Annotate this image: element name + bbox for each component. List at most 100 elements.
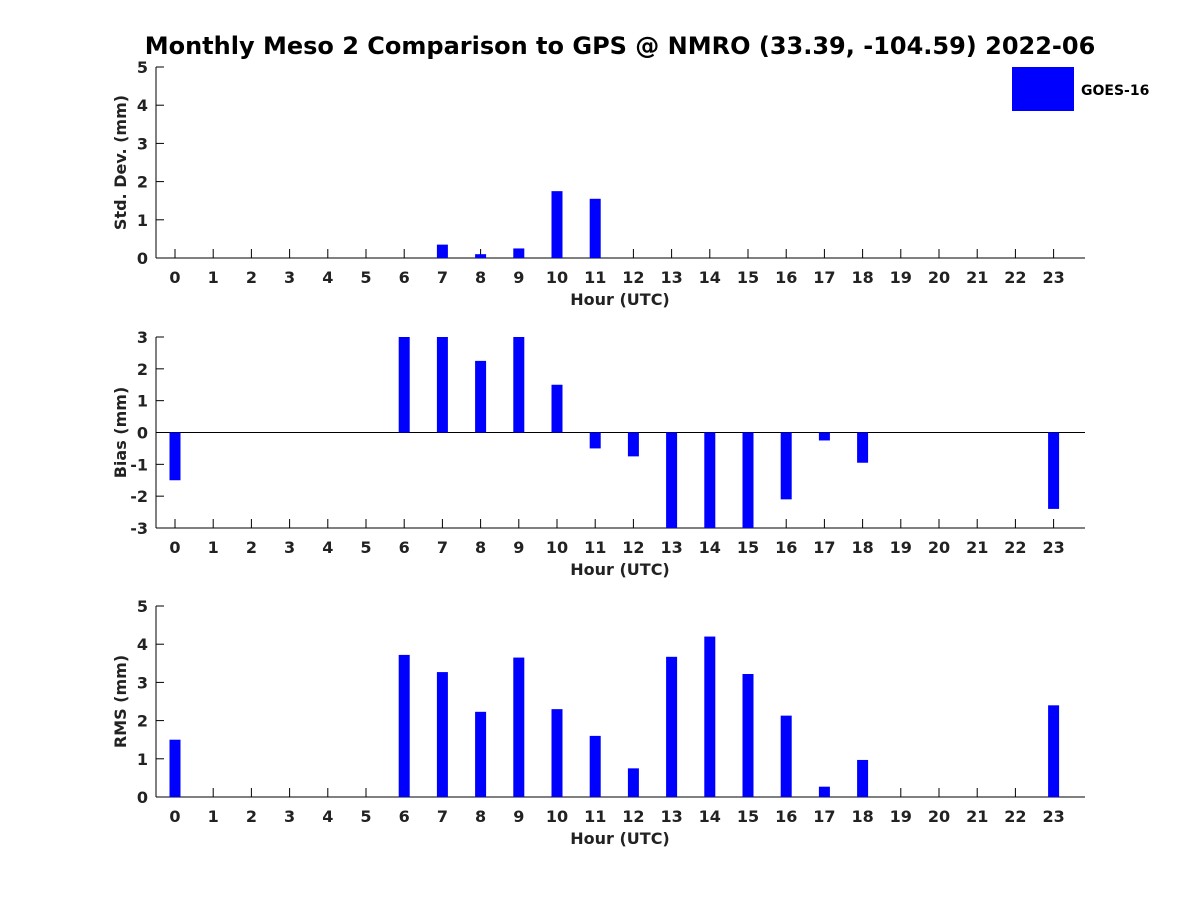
x-tick-label: 18 xyxy=(851,538,873,557)
x-tick-label: 7 xyxy=(437,268,448,287)
x-tick-label: 9 xyxy=(513,268,524,287)
x-tick-label: 16 xyxy=(775,268,797,287)
x-tick-label: 22 xyxy=(1004,268,1026,287)
x-tick-label: 16 xyxy=(775,538,797,557)
x-tick-label: 8 xyxy=(475,538,486,557)
x-tick-label: 2 xyxy=(246,807,257,826)
x-tick-label: 20 xyxy=(928,807,950,826)
x-tick-label: 20 xyxy=(928,538,950,557)
x-tick-label: 1 xyxy=(208,807,219,826)
y-axis-label: RMS (mm) xyxy=(111,655,130,748)
x-tick-label: 12 xyxy=(622,268,644,287)
x-tick-label: 4 xyxy=(322,268,333,287)
y-tick-label: 2 xyxy=(137,173,148,192)
bar xyxy=(1048,705,1060,797)
x-tick-label: 23 xyxy=(1042,538,1064,557)
x-tick-label: 4 xyxy=(322,807,333,826)
x-tick-label: 6 xyxy=(399,807,410,826)
bar xyxy=(818,786,830,797)
y-tick-label: 0 xyxy=(137,424,148,443)
y-tick-label: -1 xyxy=(130,455,148,474)
bar xyxy=(398,654,410,797)
x-tick-label: 11 xyxy=(584,538,606,557)
bar xyxy=(475,360,487,433)
y-tick-label: 3 xyxy=(137,328,148,347)
x-tick-label: 0 xyxy=(169,807,180,826)
x-tick-label: 21 xyxy=(966,807,988,826)
x-tick-label: 17 xyxy=(813,538,835,557)
x-tick-label: 0 xyxy=(169,538,180,557)
y-tick-label: -3 xyxy=(130,519,148,538)
x-tick-label: 8 xyxy=(475,807,486,826)
x-tick-label: 8 xyxy=(475,268,486,287)
x-tick-label: 10 xyxy=(546,268,568,287)
x-tick-label: 14 xyxy=(699,538,721,557)
legend: GOES-16 xyxy=(1012,67,1149,111)
x-tick-label: 11 xyxy=(584,268,606,287)
y-tick-label: -2 xyxy=(130,487,148,506)
bar xyxy=(742,673,754,797)
y-tick-label: 1 xyxy=(137,211,148,230)
bar xyxy=(475,254,487,258)
y-tick-label: 4 xyxy=(137,635,148,654)
x-axis-label: Hour (UTC) xyxy=(570,290,670,309)
y-tick-label: 2 xyxy=(137,360,148,379)
x-tick-label: 0 xyxy=(169,268,180,287)
bar xyxy=(436,244,448,258)
x-tick-label: 20 xyxy=(928,268,950,287)
bar xyxy=(780,432,792,500)
legend-swatch xyxy=(1012,67,1074,111)
bar xyxy=(1048,432,1060,509)
x-tick-label: 6 xyxy=(399,538,410,557)
x-tick-label: 13 xyxy=(660,807,682,826)
y-tick-label: 1 xyxy=(137,750,148,769)
x-tick-label: 3 xyxy=(284,538,295,557)
x-tick-label: 12 xyxy=(622,807,644,826)
y-tick-label: 0 xyxy=(137,249,148,268)
bar xyxy=(551,709,563,797)
x-tick-label: 1 xyxy=(208,538,219,557)
bar xyxy=(513,657,525,797)
x-tick-label: 15 xyxy=(737,538,759,557)
x-tick-label: 6 xyxy=(399,268,410,287)
y-tick-label: 5 xyxy=(137,58,148,77)
bar xyxy=(436,337,448,433)
x-tick-label: 19 xyxy=(890,538,912,557)
x-tick-label: 4 xyxy=(322,538,333,557)
x-tick-label: 9 xyxy=(513,807,524,826)
bar xyxy=(666,432,678,528)
x-tick-label: 15 xyxy=(737,807,759,826)
x-axis-label: Hour (UTC) xyxy=(570,829,670,848)
x-tick-label: 17 xyxy=(813,807,835,826)
figure-title: Monthly Meso 2 Comparison to GPS @ NMRO … xyxy=(145,32,1096,60)
x-tick-label: 12 xyxy=(622,538,644,557)
bar xyxy=(513,248,525,258)
bar xyxy=(475,711,487,797)
x-tick-label: 19 xyxy=(890,268,912,287)
x-tick-label: 7 xyxy=(437,807,448,826)
x-tick-label: 21 xyxy=(966,268,988,287)
x-tick-label: 22 xyxy=(1004,807,1026,826)
bar xyxy=(398,337,410,433)
x-tick-label: 5 xyxy=(360,807,371,826)
x-tick-label: 2 xyxy=(246,538,257,557)
x-tick-label: 3 xyxy=(284,807,295,826)
x-tick-label: 3 xyxy=(284,268,295,287)
bar xyxy=(857,432,869,463)
x-tick-label: 2 xyxy=(246,268,257,287)
x-tick-label: 16 xyxy=(775,807,797,826)
legend-label: GOES-16 xyxy=(1081,83,1149,99)
y-tick-label: 4 xyxy=(137,96,148,115)
x-tick-label: 7 xyxy=(437,538,448,557)
x-tick-label: 5 xyxy=(360,268,371,287)
bar xyxy=(589,735,601,797)
y-tick-label: 3 xyxy=(137,134,148,153)
x-tick-label: 17 xyxy=(813,268,835,287)
y-axis-label: Std. Dev. (mm) xyxy=(111,95,130,230)
x-tick-label: 23 xyxy=(1042,268,1064,287)
y-tick-label: 0 xyxy=(137,788,148,807)
bar xyxy=(589,432,601,449)
